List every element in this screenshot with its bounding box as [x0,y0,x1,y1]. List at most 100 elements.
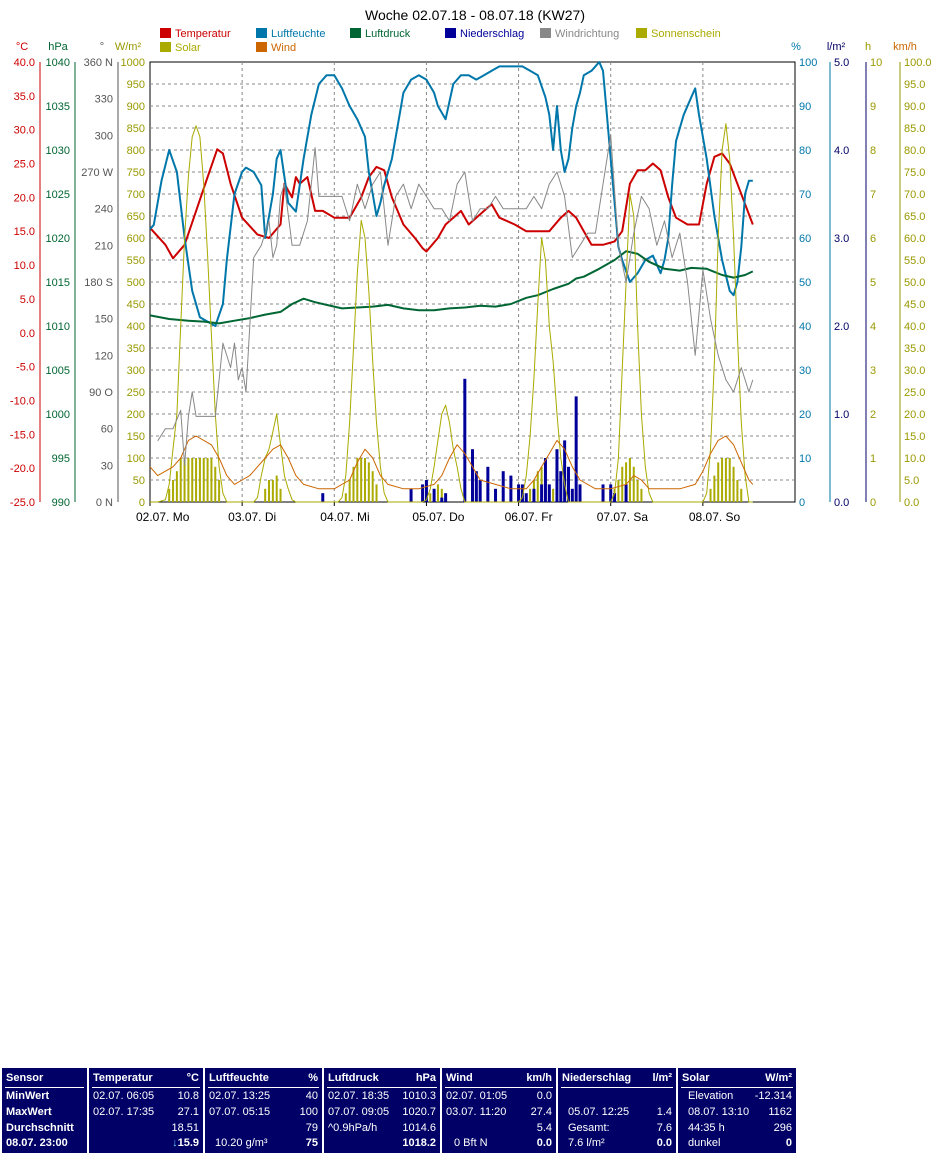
wind-tick: 65.0 [904,211,925,223]
axis-unit: ° [100,41,104,53]
rain-bar [624,484,628,502]
temp-max-value: 27.1 [177,1106,199,1118]
rain-bar [520,484,524,502]
axis-unit: W/m² [115,41,142,53]
press-trend: ^0.9hPa/h [328,1122,378,1134]
hum-min-value: 40 [305,1090,318,1102]
wind-tick: 90.0 [904,101,925,113]
sun-tick: 8 [870,145,876,157]
temp-tick: 15.0 [14,226,35,238]
sunshine-bar [356,458,359,502]
temp-tick: 35.0 [14,91,35,103]
press-current-value: 1018.2 [402,1137,436,1149]
press-tick: 1040 [46,57,70,69]
solar-tick: 550 [127,255,145,267]
temp-min-time: 02.07. 06:05 [93,1090,155,1102]
stats-solar: Solar W/m² Elevation -12.314 08.07. 13:10 1… [678,1068,796,1153]
solar-tick: 1000 [121,57,145,69]
wind-tick: 40.0 [904,321,925,333]
press-tick: 1030 [46,145,70,157]
sunshine-bar [640,488,643,502]
rain-bar [432,488,436,502]
solar-tick: 650 [127,211,145,223]
wind-label: Wind [446,1072,473,1084]
sunshine-bar [210,458,213,502]
hum-avg-value: 79 [305,1122,318,1134]
sunshine-bar [218,480,221,502]
press-max-time: 07.07. 09:05 [328,1106,390,1118]
rain-bar [486,466,490,502]
rain-bar [574,396,578,502]
sunshine-bar [721,458,724,502]
dir-tick: 240 [95,204,113,216]
sunshine-bar [728,458,731,502]
rain-bar [321,493,325,502]
series-wind [149,435,754,490]
solar-tick: 100 [127,453,145,465]
sunshine-bar [271,480,274,502]
temp-label: Temperatur [93,1072,153,1084]
sunshine-bar [179,458,182,502]
sunshine-bar [364,458,366,502]
stats-humidity: Luftfeuchte% 02.07. 13:25 40 07.07. 05:15… [205,1068,322,1153]
sunshine-bar [740,488,743,502]
stats-temperature: Temperatur °C 02.07. 06:05 10.8 02.07. 17:… [89,1068,203,1153]
hum-tick: 10 [799,453,811,465]
wind-tick: 100.0 [904,57,932,69]
sunshine-bar [206,458,209,502]
press-tick: 995 [52,453,70,465]
solar-tick: 150 [127,431,145,443]
stats-panel: Sensor MinWert MaxWert Durchschnitt 08.0… [0,532,950,1153]
legend-swatch [350,28,361,38]
rain-bar [613,493,617,502]
sun-tick: 10 [870,57,882,69]
legend-label: Solar [175,42,201,54]
rain-tick: 5.0 [834,57,849,69]
solar-tick: 850 [127,123,145,135]
sunshine-bar [636,480,639,502]
rain-max-time: 05.07. 12:25 [568,1106,630,1118]
rain-bar [463,378,467,502]
legend-swatch [160,28,171,38]
wind-tick: 45.0 [904,299,925,311]
sunshine-bar [183,458,186,502]
solar-tick: 900 [127,101,145,113]
dir-tick: 30 [101,460,113,472]
sunshine-bar [536,471,539,502]
sunshine-bar [709,488,712,502]
solar-tick: 200 [127,409,145,421]
wind-tick: 95.0 [904,79,925,91]
x-tick-label: 07.07. Sa [597,510,649,524]
hum-max-value: 100 [299,1106,318,1118]
rain-current-value: 0.0 [656,1137,672,1149]
durchschnitt-label: Durchschnitt [6,1122,74,1134]
temp-tick: 30.0 [14,125,35,137]
hum-tick: 90 [799,101,811,113]
sunshine-bar [367,462,370,502]
series-windrichtung [157,134,754,466]
sunshine-bar [264,488,267,502]
temp-min-value: 10.8 [177,1090,199,1102]
solar-tick: 300 [127,365,145,377]
solar-tick: 0 [139,497,145,509]
weather-chart: Woche 02.07.18 - 08.07.18 (KW27) Temperat… [10,7,932,524]
hum-tick: 30 [799,365,811,377]
hum-tick: 0 [799,497,805,509]
sunshine-bar [429,493,432,502]
rain-label: Niederschlag [562,1072,632,1084]
rain-bar [570,488,574,502]
sunshine-bar [552,488,555,502]
wind-tick: 15.0 [904,431,925,443]
press-trend-value: 1014.6 [402,1122,436,1134]
temp-tick: -15.0 [10,429,35,441]
hum-tick: 70 [799,189,811,201]
solar-hours: 44:35 h [688,1122,725,1134]
sunshine-bar [279,488,282,502]
rain-bar [478,480,482,502]
wind-tick: 0.0 [904,497,919,509]
solar-current-value: 0 [785,1137,792,1149]
rain-bar [471,449,474,502]
maxwert-label: MaxWert [6,1106,52,1118]
rain-unit: l/m² [652,1072,672,1084]
series-solar [150,123,753,503]
